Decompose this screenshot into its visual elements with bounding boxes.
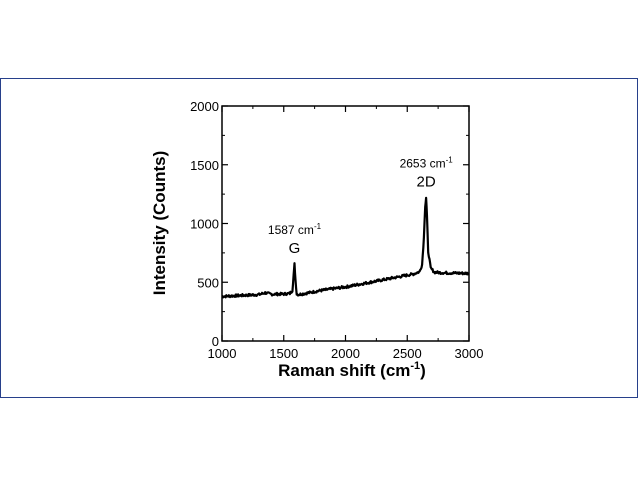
spectrum-line: [221, 196, 470, 299]
peak-annotation-value: 2653 cm-1: [400, 156, 454, 171]
peak-annotation-label: 2D: [417, 174, 436, 191]
y-axis-title: Intensity (Counts): [150, 151, 169, 296]
y-tick-label: 1000: [190, 217, 219, 232]
plot-area: [221, 105, 470, 342]
x-tick-label: 2000: [331, 346, 360, 361]
figure-frame: [0, 78, 638, 398]
peak-annotation-value: 1587 cm-1: [268, 222, 322, 237]
x-tick-label: 2500: [393, 346, 422, 361]
peak-annotation-label: G: [289, 240, 301, 257]
x-axis-title: Raman shift (cm-1): [278, 360, 426, 380]
x-tick-label: 1000: [208, 346, 237, 361]
x-axis-title-end: ): [420, 361, 426, 380]
peak-value-text: 1587 cm: [268, 223, 314, 237]
peak-value-text: 2653 cm: [400, 157, 446, 171]
y-tick-label: 500: [197, 275, 219, 290]
x-axis-title-sup: -1: [410, 360, 420, 372]
x-tick-label: 3000: [455, 346, 484, 361]
y-tick-label: 1500: [190, 158, 219, 173]
x-tick-label: 1500: [269, 346, 298, 361]
y-tick-label: 2000: [190, 99, 219, 114]
peak-value-sup: -1: [446, 156, 454, 165]
x-axis-title-text: Raman shift (cm: [278, 361, 410, 380]
y-tick-label: 0: [212, 334, 219, 349]
peak-value-sup: -1: [314, 222, 322, 231]
